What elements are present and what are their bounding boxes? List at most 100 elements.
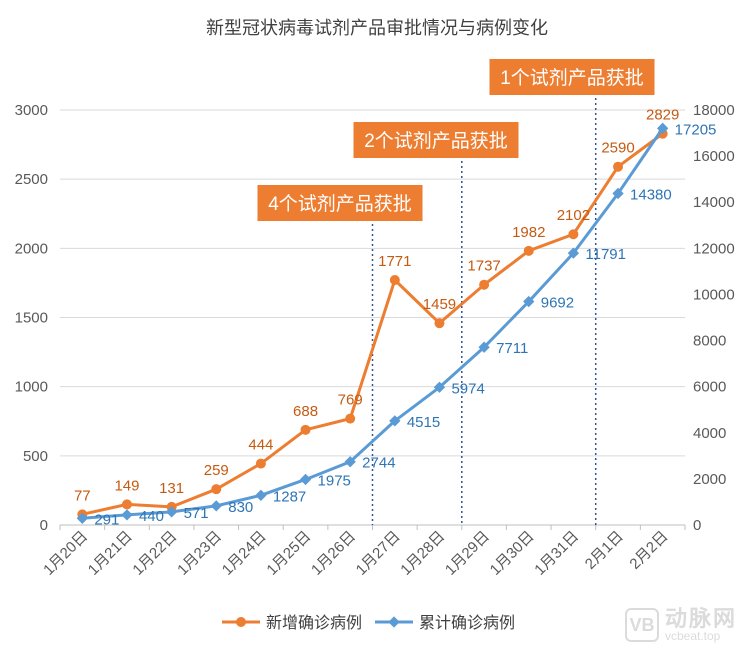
x-tick-label: 1月30日	[487, 528, 538, 579]
series-line-new-cases	[81, 132, 664, 516]
data-label-new-cases: 77	[74, 487, 91, 504]
x-tick-label: 1月27日	[353, 528, 404, 579]
data-label-cumulative-cases: 17205	[675, 121, 717, 138]
right-tick-label: 2000	[693, 471, 726, 488]
data-label-cumulative-cases: 7711	[496, 340, 528, 357]
data-label-new-cases: 688	[293, 403, 318, 420]
data-label-cumulative-cases: 4515	[407, 414, 440, 431]
x-tick-label: 1月26日	[308, 528, 359, 579]
right-tick-label: 10000	[693, 286, 735, 303]
x-tick-label: 1月31日	[531, 528, 582, 579]
data-label-new-cases: 1771	[378, 253, 411, 270]
data-label-new-cases: 1737	[467, 258, 500, 275]
right-tick-label: 14000	[693, 194, 735, 211]
data-point-cumulative-cases	[389, 415, 401, 427]
data-label-cumulative-cases: 11791	[585, 246, 626, 263]
legend-marker-new-cases	[236, 617, 246, 627]
legend-label-cumulative-cases: 累计确诊病例	[419, 614, 515, 632]
annotation-label: 1个试剂产品获批	[500, 67, 644, 89]
data-label-cumulative-cases: 2744	[362, 455, 395, 472]
watermark-text: 动脉网	[664, 606, 737, 631]
data-point-new-cases	[300, 424, 311, 435]
watermark: VB 动脉网 vcbeat.top	[624, 606, 737, 643]
legend-label-new-cases: 新增确诊病例	[266, 614, 362, 632]
data-point-new-cases	[434, 318, 445, 329]
x-tick-label: 2月1日	[582, 528, 627, 573]
right-tick-label: 6000	[693, 379, 726, 396]
data-label-cumulative-cases: 571	[184, 505, 209, 522]
left-tick-label: 2000	[15, 240, 48, 257]
data-label-cumulative-cases: 1975	[318, 472, 351, 489]
x-tick-label: 1月28日	[397, 528, 448, 579]
x-tick-label: 1月23日	[174, 528, 225, 579]
data-label-cumulative-cases: 14380	[630, 186, 672, 203]
left-tick-label: 500	[23, 448, 48, 465]
data-point-new-cases	[121, 499, 132, 510]
data-label-new-cases: 131	[159, 480, 184, 497]
right-tick-label: 0	[693, 517, 701, 534]
series-line-cumulative-cases	[82, 127, 664, 520]
data-label-new-cases: 1459	[423, 296, 456, 313]
data-point-cumulative-cases	[478, 341, 490, 353]
x-tick-label: 1月22日	[130, 528, 181, 579]
data-point-cumulative-cases	[299, 473, 312, 486]
x-tick-label: 2月2日	[626, 528, 671, 573]
data-point-cumulative-cases	[523, 295, 535, 308]
x-tick-label: 1月29日	[442, 528, 493, 579]
watermark-logo-icon: VB	[624, 608, 659, 642]
data-label-cumulative-cases: 440	[139, 508, 164, 525]
left-tick-label: 0	[40, 517, 48, 534]
right-tick-label: 18000	[693, 102, 735, 119]
data-point-new-cases	[613, 161, 624, 172]
data-point-cumulative-cases	[165, 506, 178, 518]
data-label-new-cases: 259	[204, 462, 229, 479]
data-label-new-cases: 1982	[512, 224, 545, 241]
annotation-box	[257, 185, 423, 221]
left-tick-label: 1000	[15, 379, 48, 396]
data-label-cumulative-cases: 1287	[273, 488, 306, 505]
data-label-cumulative-cases: 291	[94, 511, 119, 528]
data-label-new-cases: 2829	[646, 107, 679, 124]
data-point-cumulative-cases	[255, 489, 267, 501]
annotation-box	[353, 122, 519, 158]
data-point-cumulative-cases	[121, 509, 133, 521]
data-label-cumulative-cases: 5974	[451, 380, 484, 397]
right-tick-label: 4000	[693, 425, 726, 442]
x-tick-label: 1月24日	[219, 528, 270, 579]
x-tick-label: 1月20日	[40, 528, 91, 579]
data-label-new-cases: 444	[248, 437, 273, 454]
annotation-label: 4个试剂产品获批	[268, 193, 412, 215]
left-tick-label: 2500	[15, 171, 48, 188]
annotation-box	[489, 59, 655, 95]
right-tick-label: 16000	[693, 148, 735, 165]
legend-marker-cumulative-cases	[388, 616, 400, 628]
data-point-cumulative-cases	[612, 187, 624, 200]
data-label-new-cases: 2102	[557, 207, 590, 224]
data-label-cumulative-cases: 9692	[541, 295, 574, 312]
left-tick-label: 3000	[15, 102, 48, 119]
data-point-new-cases	[389, 275, 400, 286]
data-point-new-cases	[568, 229, 579, 240]
data-point-new-cases	[345, 413, 356, 424]
left-tick-label: 1500	[15, 310, 48, 327]
right-tick-label: 12000	[693, 240, 735, 257]
data-point-new-cases	[479, 279, 490, 290]
data-label-cumulative-cases: 830	[228, 499, 253, 516]
data-label-new-cases: 149	[114, 477, 139, 494]
x-tick-label: 1月25日	[263, 528, 314, 579]
chart-title: 新型冠状病毒试剂产品审批情况与病例变化	[206, 18, 548, 38]
x-tick-label: 1月21日	[85, 528, 136, 579]
data-point-new-cases	[255, 458, 266, 469]
data-point-cumulative-cases	[433, 381, 446, 393]
data-point-cumulative-cases	[344, 456, 356, 468]
data-label-new-cases: 2590	[601, 140, 634, 157]
data-label-new-cases: 769	[338, 392, 363, 409]
data-point-cumulative-cases	[567, 247, 580, 259]
data-point-cumulative-cases	[210, 500, 222, 512]
data-point-new-cases	[523, 245, 534, 256]
data-point-new-cases	[211, 484, 222, 495]
watermark-url: vcbeat.top	[664, 629, 721, 643]
annotation-label: 2个试剂产品获批	[364, 130, 508, 152]
